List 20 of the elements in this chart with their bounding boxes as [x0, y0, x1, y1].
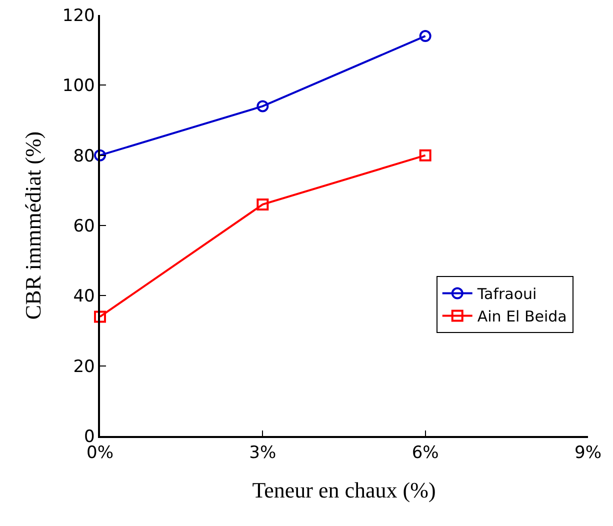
legend-label: Tafraoui — [476, 285, 537, 304]
y-tick-label: 100 — [62, 76, 95, 96]
point — [256, 198, 269, 210]
y-axis-title: CBR immmédiat (%) — [20, 131, 46, 320]
point — [419, 149, 432, 162]
y-tick-label: 20 — [73, 356, 95, 377]
legend-label: Ain El Beida — [477, 308, 567, 326]
x-tick-label: 6% — [412, 443, 439, 464]
x-tick-label: 0% — [86, 443, 114, 464]
y-tick-label: 120 — [62, 6, 95, 26]
point — [419, 30, 432, 42]
point — [94, 310, 106, 323]
point — [94, 149, 106, 162]
y-tick-label: 60 — [73, 216, 95, 236]
y-tick-label: 40 — [73, 286, 95, 307]
y-tick-label: 80 — [73, 146, 95, 166]
x-axis-title: Teneur en chaux (%) — [252, 478, 436, 503]
point — [256, 100, 269, 112]
x-tick-label: 9% — [574, 443, 602, 464]
x-tick-label: 3% — [249, 443, 276, 464]
